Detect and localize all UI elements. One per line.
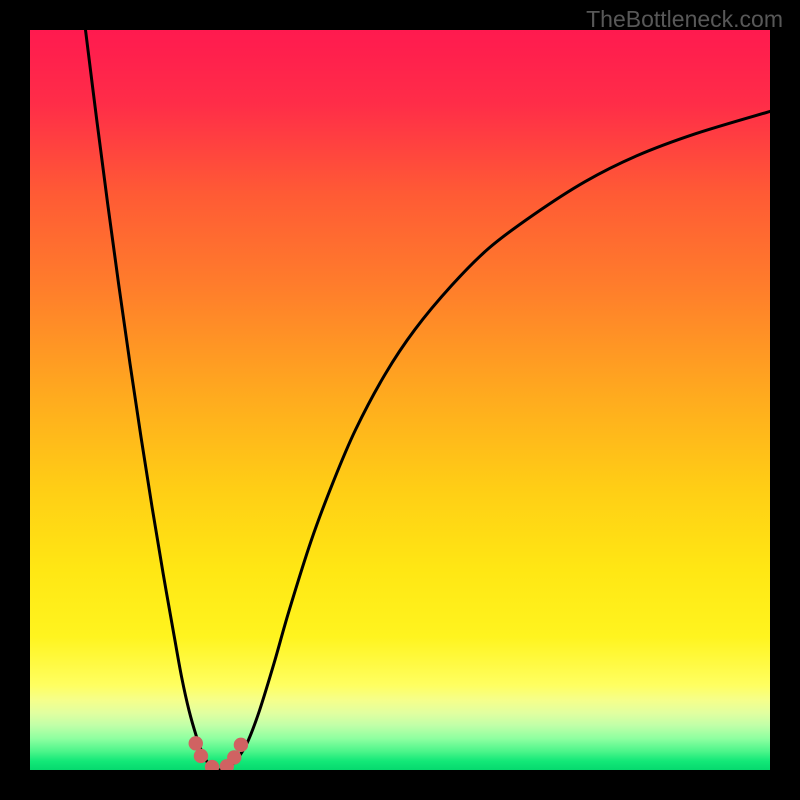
curve-left-branch <box>86 30 219 770</box>
chart-root: TheBottleneck.com <box>0 0 800 800</box>
bottleneck-dot <box>189 736 203 750</box>
curve-right-branch <box>219 111 770 770</box>
bottleneck-dot <box>194 749 208 763</box>
watermark-text: TheBottleneck.com <box>586 6 783 33</box>
bottleneck-dot <box>227 750 241 764</box>
bottleneck-dot <box>234 738 248 752</box>
plot-area <box>30 30 770 770</box>
bottleneck-curve <box>30 30 770 770</box>
